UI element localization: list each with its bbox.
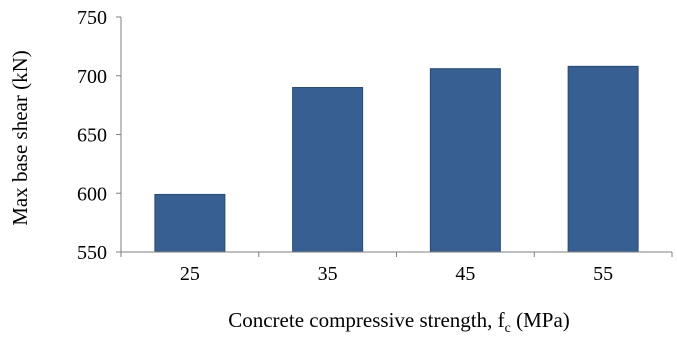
bars — [154, 65, 639, 253]
bar-55 — [567, 65, 639, 253]
x-axis-label-subscript: c — [505, 321, 511, 336]
x-tick-label: 45 — [455, 263, 475, 285]
y-tick-label: 650 — [77, 125, 107, 147]
x-tick-label: 55 — [593, 263, 613, 285]
bar-25 — [154, 193, 226, 253]
x-tick-label: 35 — [318, 263, 338, 285]
x-tick-label: 25 — [180, 263, 200, 285]
y-tick-label: 550 — [77, 242, 107, 264]
y-tick-label: 750 — [77, 7, 107, 29]
x-axis-label-main: Concrete compressive strength, f — [228, 308, 504, 332]
bar-35 — [292, 87, 364, 253]
x-axis-ticks: 25 35 45 55 — [120, 252, 673, 285]
y-tick-label: 700 — [77, 66, 107, 88]
x-axis-label-unit: (MPa) — [511, 308, 570, 332]
y-axis-label: Max base shear (kN) — [8, 50, 32, 226]
bar-45 — [429, 68, 501, 253]
y-tick-label: 600 — [77, 183, 107, 205]
x-axis-label: Concrete compressive strength, fc (MPa) — [228, 308, 570, 336]
y-axis-ticks: 550 600 650 700 750 — [77, 7, 121, 264]
